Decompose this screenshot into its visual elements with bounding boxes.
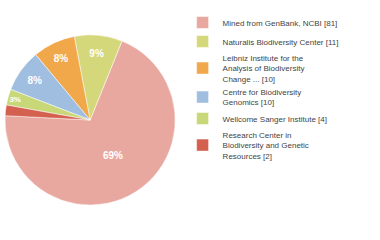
svg-text:Mined from GenBank, NCBI [81]: Mined from GenBank, NCBI [81] [223,19,338,28]
svg-text:9%: 9% [89,48,104,59]
svg-text:69%: 69% [103,150,123,161]
svg-text:Research Center inBiodiversity: Research Center inBiodiversity and Genet… [223,131,309,161]
svg-text:3%: 3% [9,95,21,104]
svg-text:Wellcome Sanger Institute [4]: Wellcome Sanger Institute [4] [223,115,327,124]
svg-text:Leibniz Institute for theAnaly: Leibniz Institute for theAnalysis of Bio… [223,54,305,84]
svg-text:8%: 8% [54,53,69,64]
svg-text:Centre for BiodiversityGenomic: Centre for BiodiversityGenomics [10] [223,88,302,107]
svg-text:8%: 8% [28,75,43,86]
svg-text:Naturalis Biodiversity Center: Naturalis Biodiversity Center [11] [223,38,339,47]
